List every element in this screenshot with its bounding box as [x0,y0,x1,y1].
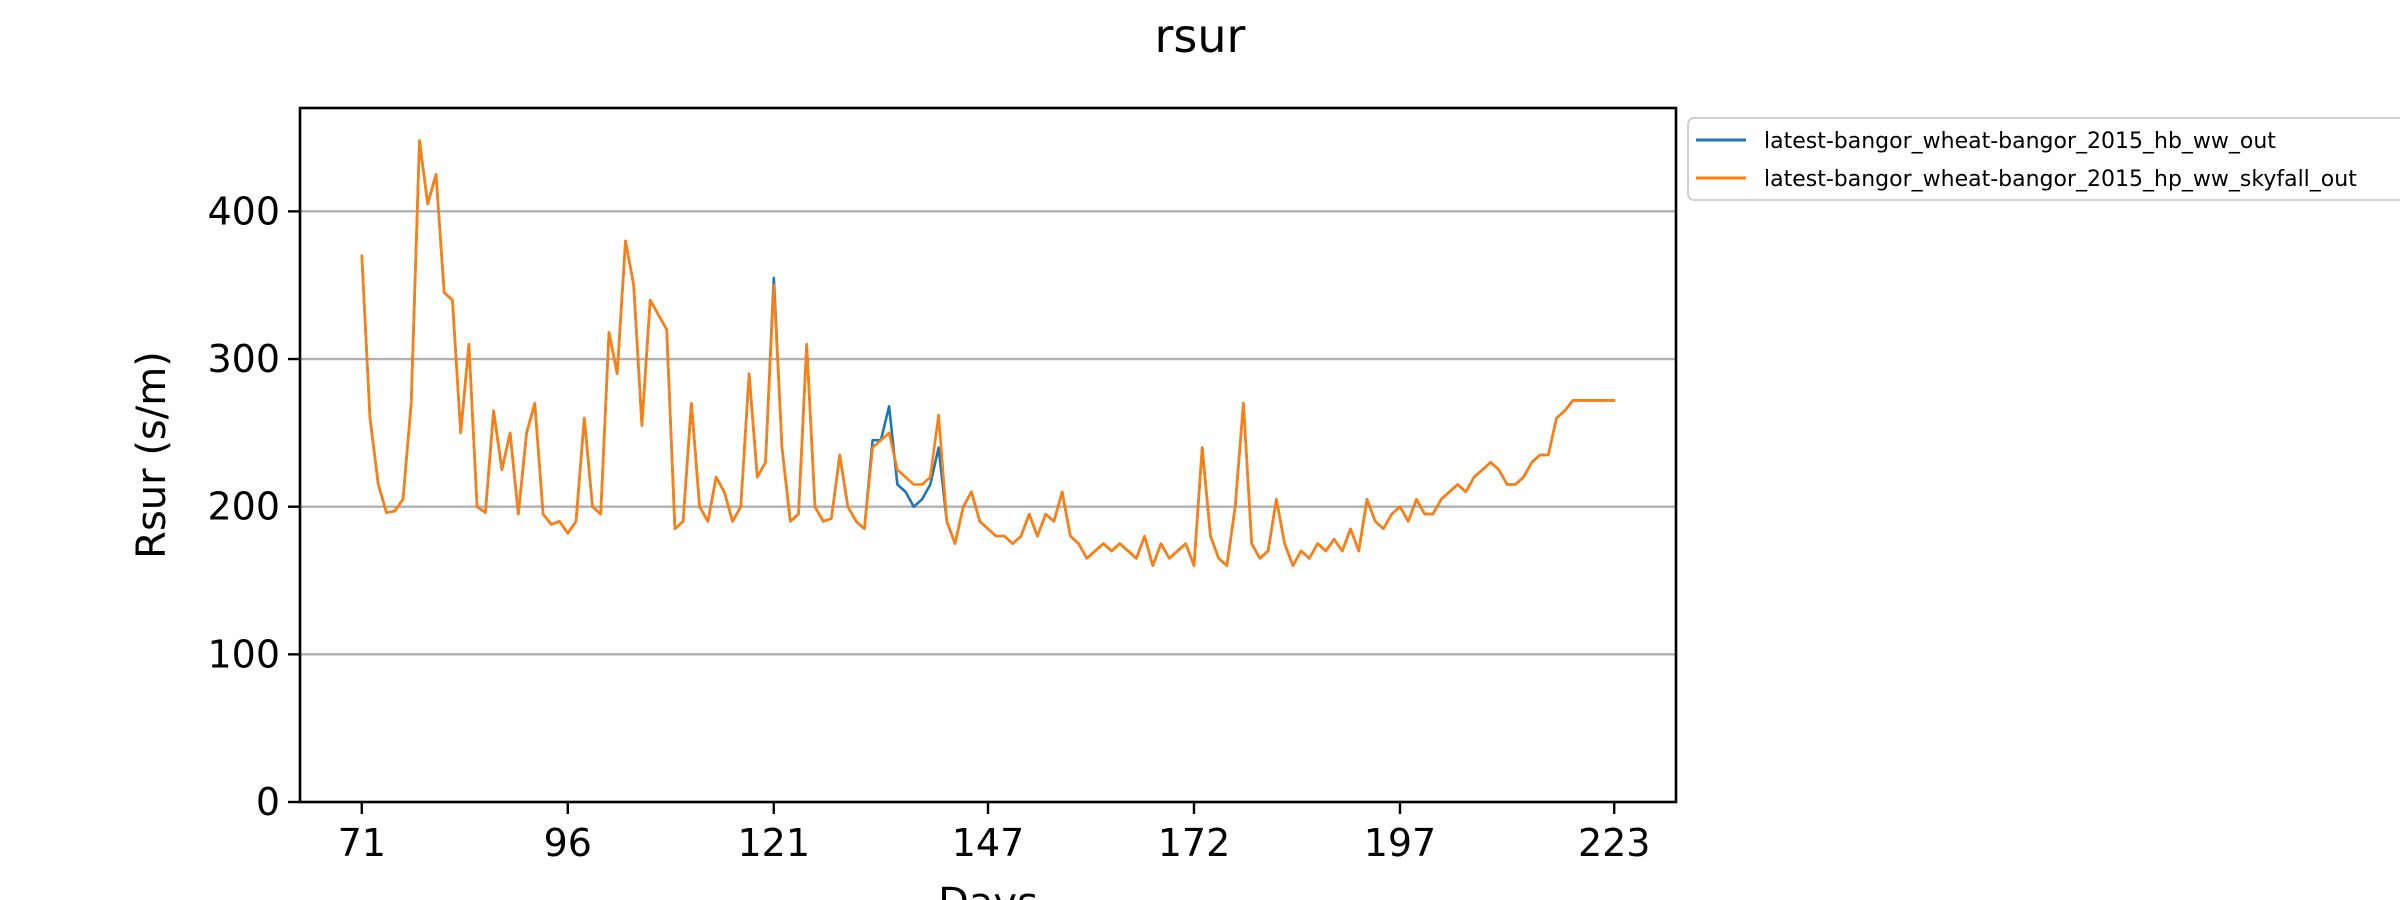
x-axis-label: Days [938,880,1038,900]
y-tick-label: 400 [207,189,280,233]
legend-label: latest-bangor_wheat-bangor_2015_hp_ww_sk… [1764,167,2357,192]
x-tick-label: 197 [1364,821,1437,865]
legend: latest-bangor_wheat-bangor_2015_hb_ww_ou… [1687,117,2400,201]
y-tick-label: 100 [207,632,280,676]
x-tick-label: 96 [544,821,592,865]
y-axis-label: Rsur (s/m) [129,351,175,559]
legend-box [1687,117,2400,201]
plot-area [360,139,1616,568]
y-tick-label: 300 [207,337,280,381]
x-tick-label: 121 [738,821,811,865]
x-tick-label: 147 [952,821,1025,865]
x-tick-label: 172 [1158,821,1231,865]
y-tick-label: 0 [256,780,280,824]
y-axis: 0 100 200 300 400 [207,189,300,824]
x-tick-label: 223 [1578,821,1651,865]
y-tick-label: 200 [207,485,280,529]
series-line-2 [360,139,1616,568]
x-axis: 71 96 121 147 172 197 223 [338,802,1651,865]
x-tick-label: 71 [338,821,386,865]
chart-title: rsur [1155,9,1246,63]
legend-label: latest-bangor_wheat-bangor_2015_hb_ww_ou… [1764,129,2276,154]
grid [300,210,1676,656]
